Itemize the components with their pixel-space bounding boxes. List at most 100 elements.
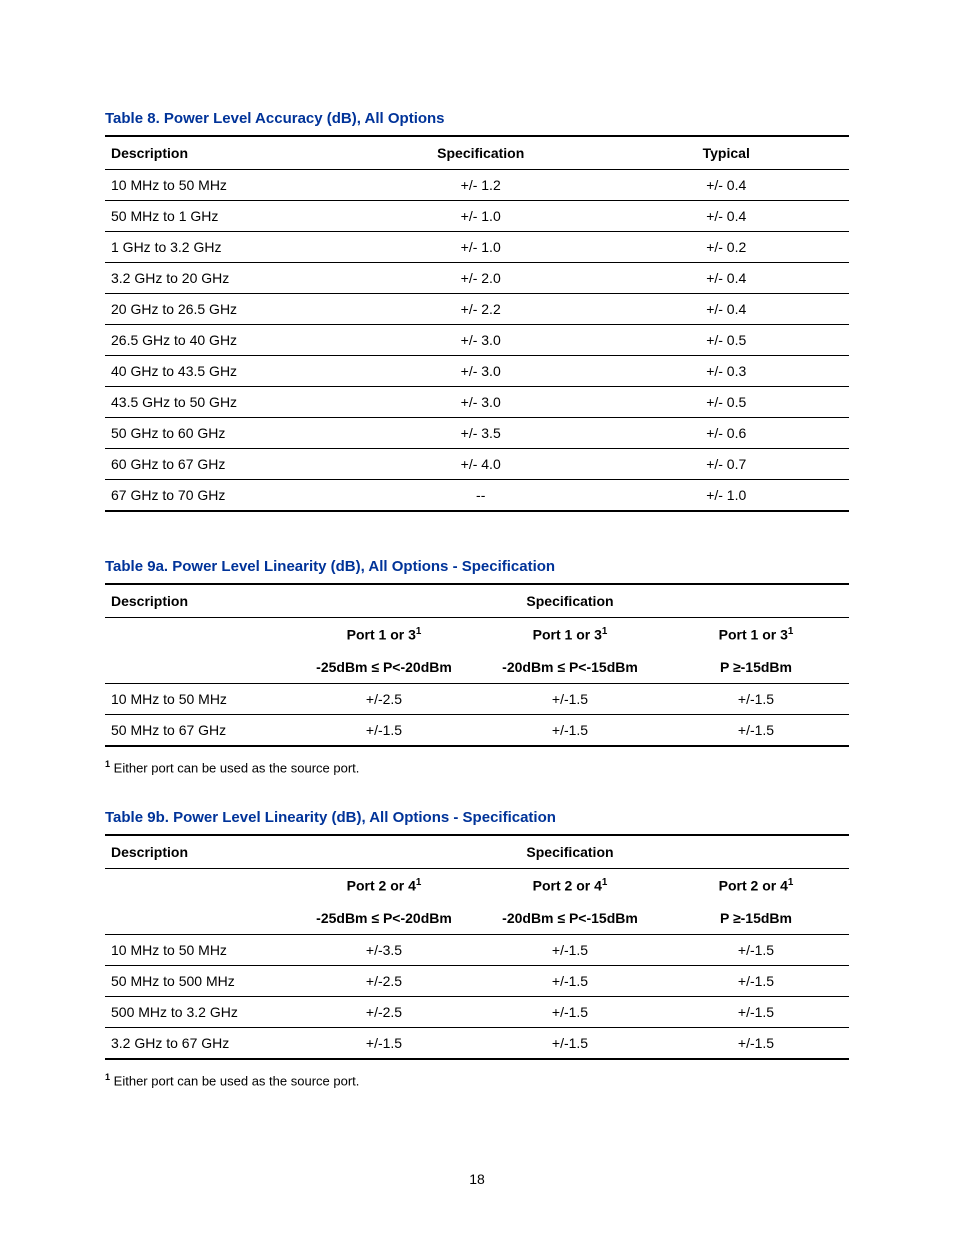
cell: 10 MHz to 50 MHz [105,170,358,201]
table9b-title: Table 9b. Power Level Linearity (dB), Al… [105,809,849,826]
cell: +/- 2.2 [358,294,604,325]
th-spec: Specification [291,835,849,869]
cell: +/-1.5 [477,996,663,1027]
cell: 43.5 GHz to 50 GHz [105,387,358,418]
cell: +/- 3.5 [358,418,604,449]
table9a-title: Table 9a. Power Level Linearity (dB), Al… [105,558,849,575]
sub-port: Port 2 or 41 [291,868,477,901]
table-row: 26.5 GHz to 40 GHz+/- 3.0+/- 0.5 [105,325,849,356]
cell: +/-2.5 [291,965,477,996]
th-spec: Specification [291,584,849,618]
cell: +/-1.5 [291,1027,477,1059]
table8-title: Table 8. Power Level Accuracy (dB), All … [105,110,849,127]
cell: 50 MHz to 1 GHz [105,201,358,232]
cell: 50 MHz to 500 MHz [105,965,291,996]
cell: +/- 0.6 [603,418,849,449]
cell: +/- 0.7 [603,449,849,480]
cell: +/- 0.4 [603,201,849,232]
table-row: 500 MHz to 3.2 GHz+/-2.5+/-1.5+/-1.5 [105,996,849,1027]
table-row: 10 MHz to 50 MHz+/-3.5+/-1.5+/-1.5 [105,934,849,965]
table-row: 50 MHz to 500 MHz+/-2.5+/-1.5+/-1.5 [105,965,849,996]
sub-range: -20dBm ≤ P<-15dBm [477,902,663,935]
cell: +/-1.5 [477,714,663,746]
table-row: 10 MHz to 50 MHz+/-2.5+/-1.5+/-1.5 [105,683,849,714]
cell: 1 GHz to 3.2 GHz [105,232,358,263]
cell: +/- 2.0 [358,263,604,294]
cell: 50 MHz to 67 GHz [105,714,291,746]
cell: +/-2.5 [291,683,477,714]
cell: +/-1.5 [477,1027,663,1059]
table-row: 50 MHz to 1 GHz+/- 1.0+/- 0.4 [105,201,849,232]
sub-port: Port 2 or 41 [663,868,849,901]
cell: +/- 4.0 [358,449,604,480]
cell: 67 GHz to 70 GHz [105,480,358,512]
sub-range: -25dBm ≤ P<-20dBm [291,902,477,935]
cell: 60 GHz to 67 GHz [105,449,358,480]
table8: Description Specification Typical 10 MHz… [105,135,849,512]
table9a: Description Specification Port 1 or 31 P… [105,583,849,747]
cell: +/- 1.0 [603,480,849,512]
cell: +/-1.5 [663,934,849,965]
table9a-footnote: 1 Either port can be used as the source … [105,759,849,775]
table9b-sub1: Port 2 or 41 Port 2 or 41 Port 2 or 41 [105,868,849,901]
table9a-header-row: Description Specification [105,584,849,618]
page-number: 18 [0,1171,954,1187]
cell: +/- 0.3 [603,356,849,387]
table-row: 60 GHz to 67 GHz+/- 4.0+/- 0.7 [105,449,849,480]
sub-port: Port 1 or 31 [291,618,477,651]
table-row: 1 GHz to 3.2 GHz+/- 1.0+/- 0.2 [105,232,849,263]
cell: +/-1.5 [477,934,663,965]
table9b: Description Specification Port 2 or 41 P… [105,834,849,1060]
th-desc: Description [105,136,358,170]
cell: +/-1.5 [477,965,663,996]
cell: +/- 0.2 [603,232,849,263]
table-row: 43.5 GHz to 50 GHz+/- 3.0+/- 0.5 [105,387,849,418]
table9b-header-row: Description Specification [105,835,849,869]
sub-port: Port 1 or 31 [477,618,663,651]
sub-range: -25dBm ≤ P<-20dBm [291,651,477,684]
table-row: 40 GHz to 43.5 GHz+/- 3.0+/- 0.3 [105,356,849,387]
table-row: 50 MHz to 67 GHz+/-1.5+/-1.5+/-1.5 [105,714,849,746]
table9b-sub2: -25dBm ≤ P<-20dBm -20dBm ≤ P<-15dBm P ≥-… [105,902,849,935]
cell: +/-1.5 [663,996,849,1027]
cell: 3.2 GHz to 67 GHz [105,1027,291,1059]
cell: +/- 1.0 [358,201,604,232]
sub-range: P ≥-15dBm [663,651,849,684]
cell: 26.5 GHz to 40 GHz [105,325,358,356]
cell: +/- 3.0 [358,325,604,356]
sub-range: -20dBm ≤ P<-15dBm [477,651,663,684]
cell: -- [358,480,604,512]
th-spec: Specification [358,136,604,170]
table-row: 20 GHz to 26.5 GHz+/- 2.2+/- 0.4 [105,294,849,325]
table9a-sub2: -25dBm ≤ P<-20dBm -20dBm ≤ P<-15dBm P ≥-… [105,651,849,684]
th-desc: Description [105,835,291,869]
cell: +/- 0.4 [603,294,849,325]
cell: 3.2 GHz to 20 GHz [105,263,358,294]
cell: +/- 1.0 [358,232,604,263]
sub-port: Port 2 or 41 [477,868,663,901]
th-typ: Typical [603,136,849,170]
cell: +/-2.5 [291,996,477,1027]
cell: 500 MHz to 3.2 GHz [105,996,291,1027]
table8-header-row: Description Specification Typical [105,136,849,170]
cell: 50 GHz to 60 GHz [105,418,358,449]
table-row: 10 MHz to 50 MHz+/- 1.2+/- 0.4 [105,170,849,201]
cell: +/-1.5 [663,714,849,746]
cell: 20 GHz to 26.5 GHz [105,294,358,325]
cell: +/-1.5 [477,683,663,714]
sub-port: Port 1 or 31 [663,618,849,651]
cell: 40 GHz to 43.5 GHz [105,356,358,387]
cell: +/-1.5 [663,683,849,714]
cell: 10 MHz to 50 MHz [105,683,291,714]
table-row: 3.2 GHz to 20 GHz+/- 2.0+/- 0.4 [105,263,849,294]
th-desc: Description [105,584,291,618]
cell: +/-3.5 [291,934,477,965]
table-row: 67 GHz to 70 GHz--+/- 1.0 [105,480,849,512]
sub-range: P ≥-15dBm [663,902,849,935]
cell: +/- 0.5 [603,387,849,418]
cell: +/-1.5 [291,714,477,746]
table9a-sub1: Port 1 or 31 Port 1 or 31 Port 1 or 31 [105,618,849,651]
table9b-footnote: 1 Either port can be used as the source … [105,1072,849,1088]
cell: +/-1.5 [663,965,849,996]
table-row: 3.2 GHz to 67 GHz+/-1.5+/-1.5+/-1.5 [105,1027,849,1059]
